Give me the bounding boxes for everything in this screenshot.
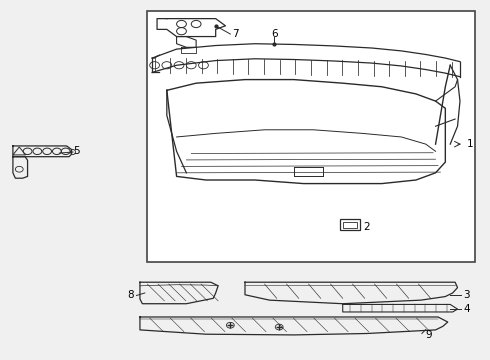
Text: 6: 6	[271, 29, 278, 39]
Bar	[340, 220, 360, 230]
Text: 8: 8	[127, 291, 133, 301]
Text: 1: 1	[466, 139, 473, 149]
Text: 3: 3	[464, 291, 470, 301]
Text: 4: 4	[464, 304, 470, 314]
Bar	[147, 12, 475, 262]
Bar	[343, 222, 357, 228]
Text: 5: 5	[73, 145, 80, 156]
Text: 7: 7	[232, 29, 239, 39]
Text: 2: 2	[363, 222, 369, 231]
Text: 9: 9	[425, 330, 432, 340]
